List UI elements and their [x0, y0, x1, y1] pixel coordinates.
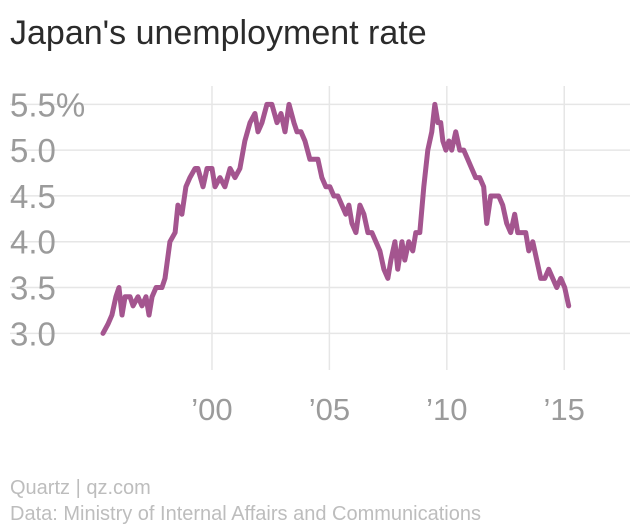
y-tick-label: 3.5 — [10, 270, 56, 307]
y-tick-label: 5.0 — [10, 132, 56, 169]
x-tick-label: ’05 — [309, 392, 350, 427]
y-tick-label: 3.0 — [10, 315, 56, 352]
plot — [100, 101, 572, 336]
x-tick-label: ’00 — [191, 392, 232, 427]
axes: 3.0 3.5 4.0 4.5 5.0 5.5% ’00 ’05 ’10 ’15 — [10, 86, 585, 427]
x-tick-label: ’10 — [426, 392, 467, 427]
y-tick-label: 4.5 — [10, 178, 56, 215]
source-line: Quartz | qz.com — [10, 477, 151, 499]
line — [100, 101, 572, 336]
data-note: Data: Ministry of Internal Affairs and C… — [10, 503, 481, 525]
y-tick-label: 4.0 — [10, 224, 56, 261]
grid — [10, 86, 630, 370]
y-tick-label: 5.5% — [10, 86, 85, 123]
chart-title: Japan's unemployment rate — [10, 14, 427, 52]
x-tick-label: ’15 — [544, 392, 585, 427]
